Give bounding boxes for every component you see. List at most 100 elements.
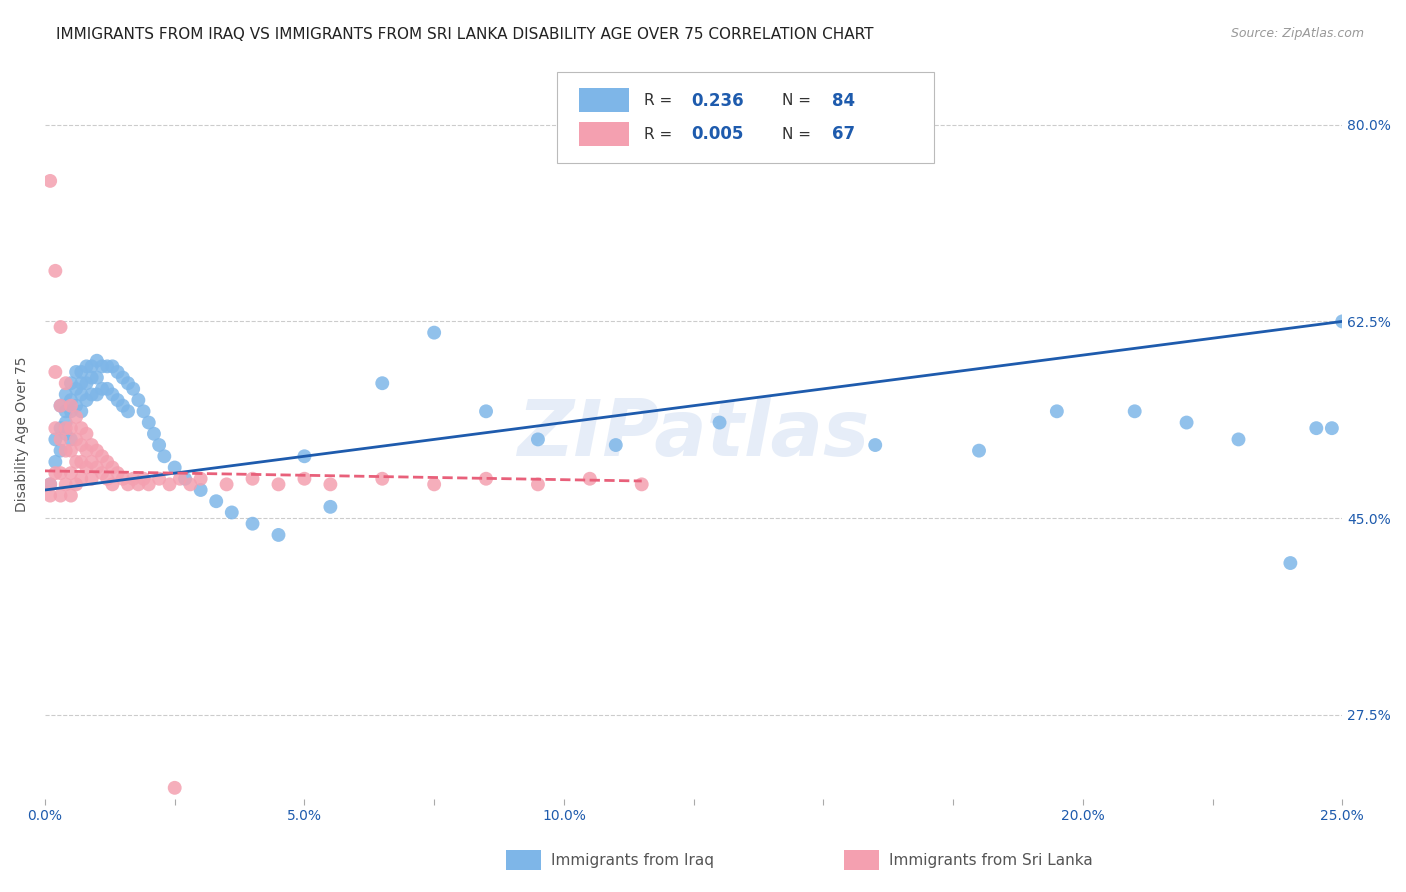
Point: [319, 477, 342, 491]
Point: [423, 477, 446, 491]
Text: N =: N =: [782, 127, 815, 142]
Point: [70, 376, 93, 391]
Point: [49, 421, 72, 435]
Point: [39, 174, 62, 188]
Point: [423, 326, 446, 340]
Text: Source: ZipAtlas.com: Source: ZipAtlas.com: [1230, 27, 1364, 40]
Point: [59, 376, 82, 391]
Point: [55, 387, 77, 401]
Point: [111, 370, 134, 384]
Point: [527, 433, 550, 447]
Point: [153, 450, 176, 464]
Point: [111, 399, 134, 413]
Point: [55, 421, 77, 435]
Point: [49, 399, 72, 413]
Point: [44, 433, 66, 447]
Point: [148, 472, 170, 486]
Point: [65, 455, 87, 469]
Point: [65, 477, 87, 491]
Point: [49, 320, 72, 334]
Point: [70, 387, 93, 401]
Point: [101, 477, 124, 491]
Point: [709, 416, 731, 430]
Point: [55, 426, 77, 441]
Text: IMMIGRANTS FROM IRAQ VS IMMIGRANTS FROM SRI LANKA DISABILITY AGE OVER 75 CORRELA: IMMIGRANTS FROM IRAQ VS IMMIGRANTS FROM …: [56, 27, 873, 42]
Point: [1123, 404, 1146, 418]
Point: [70, 404, 93, 418]
Text: 0.005: 0.005: [690, 125, 744, 144]
Point: [111, 472, 134, 486]
Text: N =: N =: [782, 93, 815, 108]
Point: [80, 370, 103, 384]
Point: [242, 516, 264, 531]
Point: [70, 472, 93, 486]
Point: [55, 404, 77, 418]
Point: [242, 472, 264, 486]
Point: [1320, 421, 1343, 435]
Text: R =: R =: [644, 93, 678, 108]
Point: [91, 466, 114, 480]
Point: [127, 393, 149, 408]
Point: [76, 443, 98, 458]
Point: [605, 438, 627, 452]
Point: [294, 472, 316, 486]
Text: 84: 84: [832, 92, 856, 110]
Point: [138, 416, 160, 430]
Point: [59, 404, 82, 418]
Point: [101, 387, 124, 401]
Point: [1227, 433, 1250, 447]
Text: 0.236: 0.236: [690, 92, 744, 110]
Text: Immigrants from Iraq: Immigrants from Iraq: [551, 854, 714, 868]
Point: [163, 460, 186, 475]
Point: [132, 472, 155, 486]
Point: [70, 421, 93, 435]
Point: [169, 472, 191, 486]
Point: [44, 264, 66, 278]
Point: [190, 483, 212, 497]
Point: [70, 455, 93, 469]
Point: [49, 399, 72, 413]
Point: [91, 359, 114, 374]
Point: [91, 382, 114, 396]
Point: [221, 506, 243, 520]
Point: [80, 387, 103, 401]
Point: [1046, 404, 1069, 418]
Point: [101, 359, 124, 374]
Point: [267, 528, 290, 542]
Point: [59, 393, 82, 408]
Point: [579, 472, 602, 486]
Point: [59, 489, 82, 503]
Point: [205, 494, 228, 508]
Point: [117, 376, 139, 391]
Point: [44, 466, 66, 480]
Point: [76, 426, 98, 441]
Point: [190, 472, 212, 486]
Point: [122, 382, 145, 396]
Point: [80, 455, 103, 469]
Point: [117, 404, 139, 418]
Point: [107, 365, 129, 379]
Point: [142, 426, 165, 441]
Point: [59, 421, 82, 435]
Point: [174, 472, 197, 486]
Text: 67: 67: [832, 125, 856, 144]
Point: [49, 489, 72, 503]
Point: [1175, 416, 1198, 430]
Point: [122, 472, 145, 486]
Point: [44, 421, 66, 435]
Y-axis label: Disability Age Over 75: Disability Age Over 75: [15, 356, 30, 511]
Point: [44, 455, 66, 469]
Point: [86, 460, 108, 475]
Point: [55, 376, 77, 391]
Point: [148, 438, 170, 452]
Point: [630, 477, 652, 491]
Text: R =: R =: [644, 127, 678, 142]
Point: [96, 472, 118, 486]
Text: Immigrants from Sri Lanka: Immigrants from Sri Lanka: [889, 854, 1092, 868]
Point: [59, 399, 82, 413]
Point: [107, 393, 129, 408]
Point: [76, 359, 98, 374]
Point: [117, 477, 139, 491]
FancyBboxPatch shape: [579, 88, 628, 112]
Point: [86, 353, 108, 368]
